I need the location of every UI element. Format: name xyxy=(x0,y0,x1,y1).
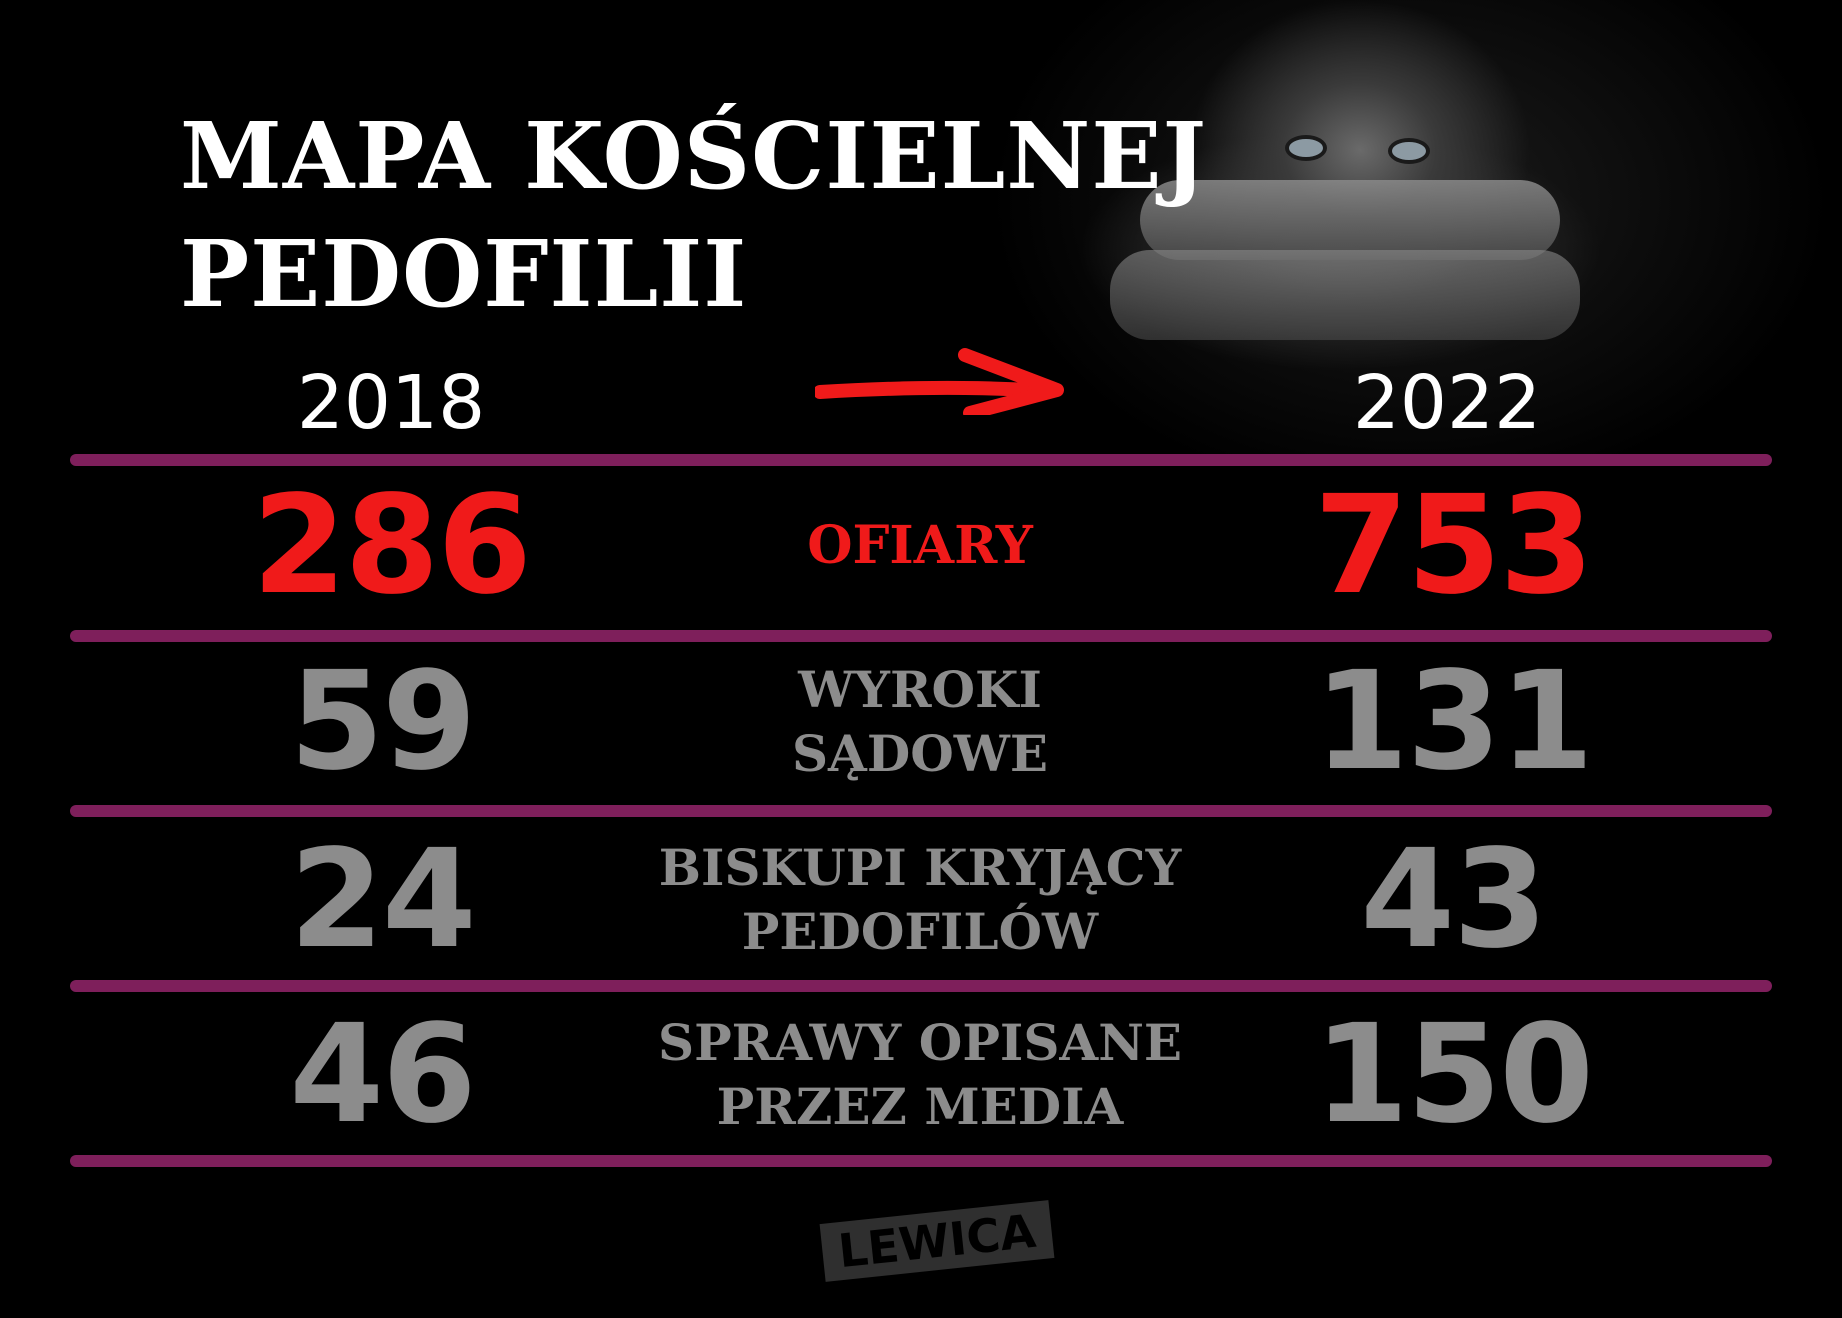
row-label-line: OFIARY xyxy=(807,515,1033,576)
lewica-logo: LEWICA xyxy=(819,1200,1055,1282)
row-label: OFIARY xyxy=(807,514,1033,578)
value-2022: 131 xyxy=(1314,643,1594,801)
divider xyxy=(70,630,1772,642)
title-line-2: PEDOFILII xyxy=(180,220,748,328)
background-photo xyxy=(960,0,1842,460)
row-label-line: SPRAWY OPISANE xyxy=(657,1013,1183,1072)
divider xyxy=(70,980,1772,992)
hand xyxy=(1110,250,1580,340)
row-label-line: WYROKI xyxy=(798,660,1042,719)
row-label: WYROKI SĄDOWE xyxy=(792,658,1048,786)
divider xyxy=(70,454,1772,466)
year-to: 2022 xyxy=(1352,360,1542,446)
hand xyxy=(1140,180,1560,260)
row-label: SPRAWY OPISANE PRZEZ MEDIA xyxy=(658,1011,1182,1139)
eye-right xyxy=(1388,138,1430,164)
row-label-line: BISKUPI KRYJĄCY xyxy=(658,838,1182,897)
value-2022: 150 xyxy=(1314,996,1594,1154)
eye-left xyxy=(1285,135,1327,161)
row-label-line: PEDOFILÓW xyxy=(741,902,1099,961)
divider xyxy=(70,1155,1772,1167)
title-line-1: MAPA KOŚCIELNEJ xyxy=(180,102,1207,210)
value-2018: 24 xyxy=(289,821,476,979)
value-2018: 59 xyxy=(289,643,476,801)
value-2018: 46 xyxy=(289,996,476,1154)
value-2022: 753 xyxy=(1314,467,1594,625)
value-2018: 286 xyxy=(252,467,532,625)
row-label-line: PRZEZ MEDIA xyxy=(716,1077,1124,1136)
row-label: BISKUPI KRYJĄCY PEDOFILÓW xyxy=(659,836,1182,964)
divider xyxy=(70,805,1772,817)
arrow-right-icon xyxy=(815,348,1064,415)
row-label-line: SĄDOWE xyxy=(791,724,1049,783)
year-from: 2018 xyxy=(296,360,486,446)
value-2022: 43 xyxy=(1360,821,1547,979)
